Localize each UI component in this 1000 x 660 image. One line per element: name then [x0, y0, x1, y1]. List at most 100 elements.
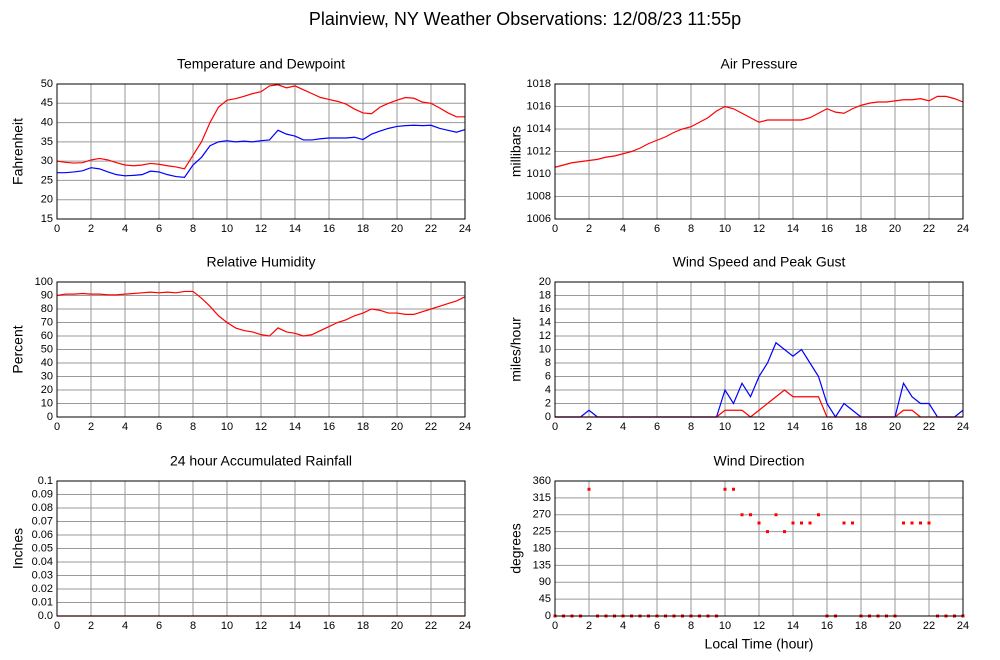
y-axis-label: Fahrenheit [10, 118, 26, 185]
x-tick-label: 4 [620, 421, 626, 433]
y-tick-label: 0.09 [32, 488, 53, 500]
x-tick-label: 20 [889, 223, 901, 235]
y-tick-label: 0.02 [32, 583, 53, 595]
x-tick-label: 6 [156, 620, 162, 632]
data-point [732, 487, 735, 491]
x-tick-label: 14 [289, 223, 301, 235]
x-tick-label: 0 [54, 421, 60, 433]
plot-frame [56, 480, 466, 617]
data-point [757, 521, 761, 525]
x-tick-label: 12 [255, 223, 267, 235]
y-tick-label: 14 [539, 316, 551, 328]
x-tick-label: 6 [654, 421, 660, 433]
y-tick-label: 80 [41, 303, 53, 315]
y-tick-label: 1010 [527, 168, 551, 180]
plot-frame [56, 83, 466, 220]
y-tick-label: 0.04 [32, 556, 53, 568]
x-tick-label: 24 [459, 223, 471, 235]
y-tick-label: 2 [545, 397, 551, 409]
y-tick-label: 0.1 [38, 475, 53, 487]
x-tick-label: 10 [221, 620, 233, 632]
x-tick-label: 12 [753, 223, 765, 235]
x-tick-label: 24 [957, 421, 969, 433]
x-tick-label: 16 [821, 620, 833, 632]
data-point [842, 521, 846, 525]
y-axis-label: degrees [508, 523, 524, 574]
x-tick-label: 0 [552, 620, 558, 632]
x-tick-label: 22 [425, 421, 437, 433]
x-tick-label: 22 [923, 421, 935, 433]
x-tick-label: 4 [620, 620, 626, 632]
y-tick-label: 0.07 [32, 515, 53, 527]
x-tick-label: 22 [923, 223, 935, 235]
data-point [902, 521, 905, 525]
panel-title: Air Pressure [720, 56, 797, 72]
x-tick-label: 10 [221, 223, 233, 235]
y-tick-label: 50 [41, 343, 53, 355]
y-tick-label: 0.06 [32, 529, 53, 541]
y-tick-label: 18 [539, 289, 551, 301]
y-axis-label: Inches [10, 528, 26, 569]
y-tick-label: 0 [545, 610, 551, 622]
data-point [910, 521, 914, 525]
x-tick-label: 2 [88, 620, 94, 632]
x-tick-label: 0 [552, 223, 558, 235]
x-tick-label: 8 [190, 620, 196, 632]
data-point [783, 530, 786, 534]
x-axis-label: Local Time (hour) [705, 636, 814, 652]
x-tick-label: 16 [323, 421, 335, 433]
y-tick-label: 1008 [527, 190, 551, 202]
y-tick-label: 8 [545, 357, 551, 369]
data-point [808, 521, 812, 525]
x-tick-label: 6 [654, 620, 660, 632]
x-tick-label: 16 [323, 223, 335, 235]
data-point [749, 513, 752, 517]
data-line [56, 84, 465, 170]
y-axis-label: millibars [508, 126, 524, 177]
x-tick-label: 0 [552, 421, 558, 433]
x-tick-label: 4 [122, 620, 128, 632]
y-tick-label: 90 [539, 576, 551, 588]
y-tick-label: 100 [35, 276, 53, 288]
plot-frame [554, 83, 964, 220]
x-tick-label: 10 [719, 421, 731, 433]
x-tick-label: 4 [122, 223, 128, 235]
x-tick-label: 4 [620, 223, 626, 235]
x-tick-label: 0 [54, 620, 60, 632]
y-tick-label: 90 [41, 289, 53, 301]
y-tick-label: 45 [41, 97, 53, 109]
x-tick-label: 16 [323, 620, 335, 632]
y-tick-label: 6 [545, 370, 551, 382]
data-point [817, 513, 820, 517]
x-tick-label: 16 [821, 421, 833, 433]
y-tick-label: 0.03 [32, 569, 53, 581]
x-tick-label: 24 [957, 223, 969, 235]
x-tick-label: 6 [156, 223, 162, 235]
page-title: Plainview, NY Weather Observations: 12/0… [309, 9, 741, 29]
x-tick-label: 10 [221, 421, 233, 433]
y-tick-label: 0 [47, 411, 53, 423]
y-tick-label: 360 [533, 475, 551, 487]
y-tick-label: 40 [41, 357, 53, 369]
panel-title: Relative Humidity [207, 254, 316, 270]
plot-frame [554, 480, 964, 617]
x-tick-label: 10 [719, 223, 731, 235]
x-tick-label: 20 [391, 620, 403, 632]
y-tick-label: 1014 [527, 123, 551, 135]
data-line [57, 124, 466, 178]
data-point [740, 513, 744, 517]
y-tick-label: 20 [41, 384, 53, 396]
x-tick-label: 2 [586, 620, 592, 632]
y-tick-label: 4 [545, 384, 551, 396]
data-point [800, 521, 803, 525]
x-tick-label: 14 [787, 421, 799, 433]
panel-title: Temperature and Dewpoint [177, 56, 345, 72]
x-tick-label: 12 [753, 421, 765, 433]
data-line [56, 290, 466, 337]
y-tick-label: 0.05 [32, 542, 53, 554]
data-point [919, 521, 922, 525]
y-tick-label: 10 [41, 397, 53, 409]
x-tick-label: 22 [425, 620, 437, 632]
plot-frame [554, 281, 964, 418]
